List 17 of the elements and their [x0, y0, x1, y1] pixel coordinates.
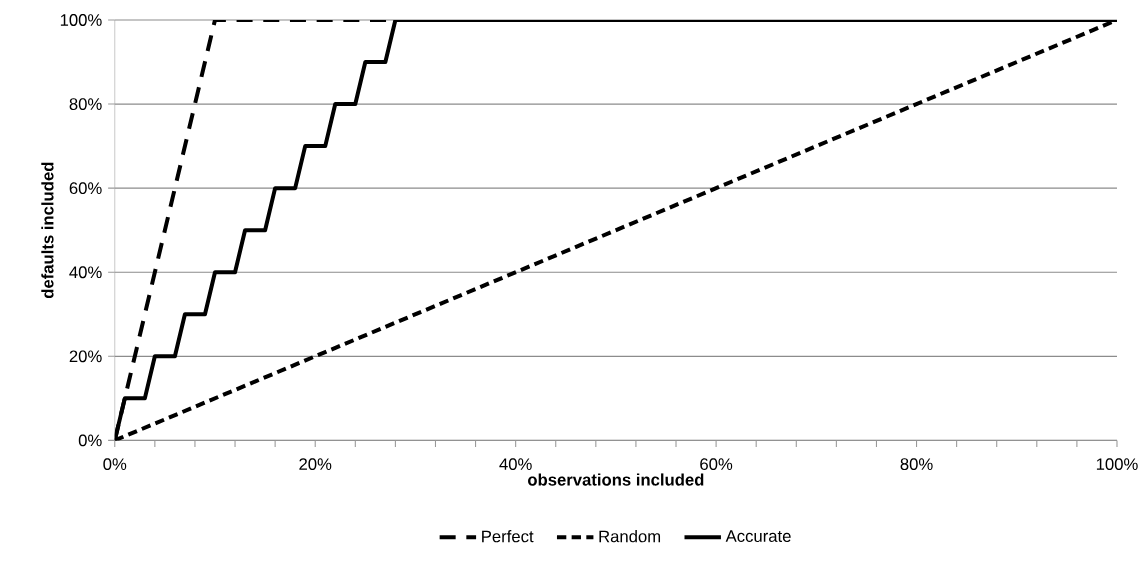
y-tick-label: 60%	[69, 182, 102, 195]
x-axis-title: observations included	[528, 473, 704, 486]
y-tick-label: 20%	[69, 350, 102, 363]
y-tick-label: 40%	[69, 266, 102, 279]
legend-label: Perfect	[482, 530, 534, 543]
y-tick-label: 100%	[60, 14, 102, 26]
x-tick-label: 0%	[103, 458, 127, 471]
x-tick-label: 20%	[299, 458, 332, 471]
y-tick-label: 0%	[78, 434, 102, 447]
x-tick-label: 40%	[499, 458, 532, 471]
x-tick-label: 80%	[900, 458, 933, 471]
y-axis-title: defaults included	[41, 162, 54, 299]
legend-label: Random	[599, 530, 661, 543]
legend-label: Accurate	[725, 530, 791, 543]
x-tick-label: 60%	[700, 458, 733, 471]
x-tick-label: 100%	[1096, 458, 1138, 471]
y-tick-label: 80%	[69, 98, 102, 111]
